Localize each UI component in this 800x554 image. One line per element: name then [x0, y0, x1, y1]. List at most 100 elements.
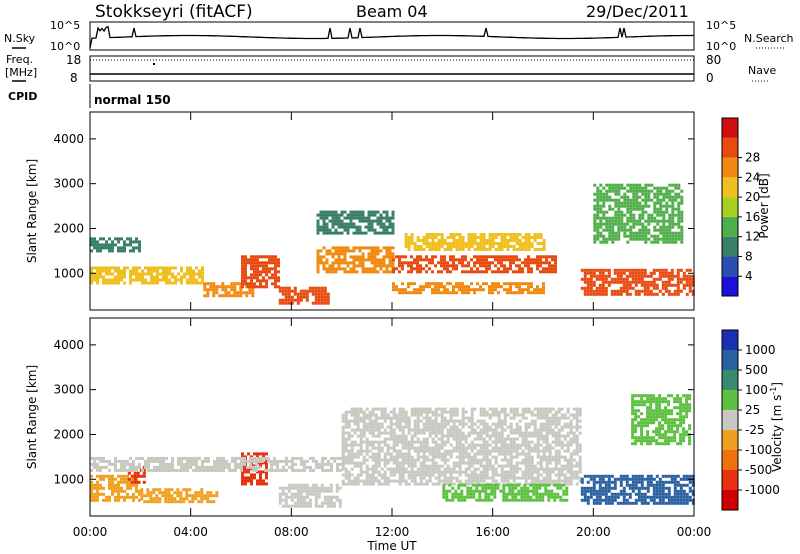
range-cell	[233, 282, 237, 286]
range-cell	[443, 291, 446, 295]
range-cell	[413, 422, 417, 426]
range-cell	[658, 394, 662, 398]
range-cell	[533, 446, 537, 450]
range-cell	[250, 476, 253, 480]
range-cell	[668, 237, 672, 241]
range-cell	[212, 294, 216, 298]
range-cell	[311, 292, 315, 296]
range-cell	[96, 272, 99, 276]
range-cell	[452, 264, 455, 268]
range-cell	[90, 483, 93, 487]
range-cell	[173, 500, 177, 504]
range-cell	[350, 443, 354, 447]
range-cell	[152, 491, 156, 495]
range-cell	[488, 242, 492, 245]
range-cell	[407, 482, 411, 486]
range-cell	[458, 452, 462, 456]
range-cell	[677, 225, 681, 229]
range-cell	[557, 410, 561, 414]
range-cell	[185, 491, 189, 495]
range-cell	[662, 192, 666, 196]
range-cell	[491, 255, 494, 259]
range-cell	[293, 483, 297, 487]
noise-left-tick-bottom: 10^0	[50, 40, 80, 53]
range-cell	[458, 473, 462, 477]
range-cell	[548, 267, 551, 271]
range-cell	[623, 195, 627, 199]
range-cell	[652, 409, 656, 413]
range-cell	[482, 446, 486, 450]
freq-label-line2: [MHz]	[5, 66, 37, 79]
range-cell	[277, 270, 280, 274]
range-cell	[209, 285, 213, 289]
range-cell	[673, 400, 677, 404]
range-cell	[458, 434, 462, 438]
range-cell	[392, 479, 396, 483]
range-cell	[386, 476, 390, 480]
range-cell	[192, 269, 195, 273]
range-cell	[401, 419, 405, 423]
range-cell	[512, 410, 516, 414]
range-cell	[244, 267, 247, 271]
range-cell	[464, 446, 468, 450]
range-cell	[331, 222, 335, 226]
range-cell	[625, 492, 629, 496]
range-cell	[655, 277, 659, 281]
range-cell	[434, 291, 437, 295]
range-cell	[545, 461, 549, 465]
range-cell	[536, 267, 539, 271]
range-cell	[461, 258, 464, 262]
range-cell	[488, 476, 492, 480]
range-cell	[632, 237, 636, 241]
range-cell	[631, 271, 635, 275]
range-cell	[608, 216, 612, 220]
range-cell	[580, 498, 584, 502]
range-cell	[623, 213, 627, 217]
range-cell	[650, 216, 654, 220]
range-cell	[440, 236, 444, 239]
range-cell	[467, 270, 470, 274]
range-cell	[541, 498, 545, 502]
range-cell	[608, 225, 612, 229]
range-cell	[655, 474, 659, 478]
range-cell	[589, 489, 593, 493]
range-cell	[631, 412, 635, 416]
range-cell	[652, 436, 656, 440]
range-cell	[611, 222, 615, 226]
range-cell	[401, 455, 405, 459]
range-cell	[650, 240, 654, 244]
range-cell	[637, 498, 641, 502]
range-cell	[353, 452, 357, 456]
range-cell	[428, 479, 432, 483]
range-cell	[377, 452, 381, 456]
range-cell	[593, 216, 597, 220]
range-cell	[494, 440, 498, 444]
range-cell	[602, 192, 606, 196]
range-cell	[524, 440, 528, 444]
range-cell	[177, 468, 180, 472]
range-cell	[341, 431, 345, 435]
range-cell	[401, 291, 404, 295]
range-cell	[658, 289, 662, 293]
range-cell	[616, 292, 620, 296]
range-cell	[599, 204, 603, 208]
range-cell	[210, 468, 213, 472]
range-cell	[497, 261, 500, 265]
range-cell	[281, 498, 285, 502]
range-cell	[557, 479, 561, 483]
range-cell	[569, 431, 573, 435]
range-cell	[350, 449, 354, 453]
range-cell	[455, 410, 459, 414]
range-cell	[658, 421, 662, 425]
range-cell	[455, 425, 459, 429]
range-cell	[634, 289, 638, 293]
range-cell	[240, 465, 243, 469]
range-cell	[563, 434, 567, 438]
range-cell	[265, 273, 268, 277]
range-cell	[491, 467, 495, 471]
range-cell	[488, 464, 492, 468]
range-cell	[422, 285, 425, 289]
range-cell	[377, 407, 381, 411]
range-cell	[302, 483, 306, 487]
range-cell	[437, 239, 441, 242]
